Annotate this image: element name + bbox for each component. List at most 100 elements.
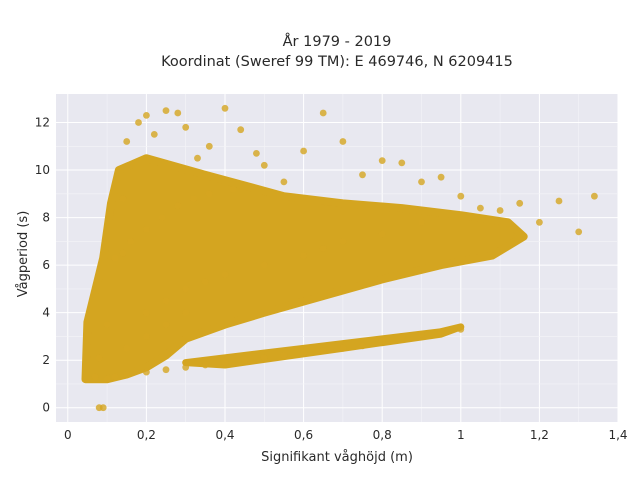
scatter-point bbox=[119, 249, 127, 257]
scatter-point bbox=[194, 154, 201, 162]
scatter-point bbox=[398, 159, 406, 167]
scatter-point bbox=[201, 278, 209, 286]
scatter-point bbox=[398, 333, 406, 340]
scatter-point bbox=[300, 349, 307, 357]
scatter-point bbox=[418, 218, 425, 226]
scatter-point bbox=[123, 344, 131, 352]
point-cloud-body bbox=[81, 154, 528, 384]
scatter-point bbox=[111, 373, 119, 381]
scatter-point bbox=[241, 356, 249, 364]
y-axis-ticks: 0 2 4 6 8 10 12 bbox=[35, 116, 50, 415]
scatter-point bbox=[418, 178, 425, 186]
scatter-point bbox=[182, 363, 190, 371]
scatter-point bbox=[437, 328, 445, 336]
y-tick-label: 12 bbox=[35, 116, 50, 130]
scatter-point bbox=[119, 195, 127, 203]
scatter-point bbox=[339, 138, 347, 145]
scatter-point bbox=[591, 192, 598, 200]
scatter-point bbox=[182, 309, 190, 317]
scatter-point bbox=[158, 214, 166, 222]
scatter-point bbox=[378, 230, 386, 238]
scatter-point bbox=[221, 359, 229, 366]
chart-title-line-2: Koordinat (Sweref 99 TM): E 469746, N 62… bbox=[161, 54, 513, 70]
scatter-point bbox=[123, 138, 131, 145]
scatter-point bbox=[91, 373, 99, 381]
y-tick-label: 0 bbox=[42, 401, 50, 415]
scatter-point bbox=[127, 238, 135, 245]
scatter-point bbox=[339, 344, 347, 352]
scatter-point bbox=[378, 337, 386, 345]
scatter-point bbox=[339, 238, 347, 245]
scatter-point bbox=[162, 366, 170, 374]
scatter-point bbox=[437, 173, 445, 181]
scatter-point bbox=[174, 202, 182, 210]
scatter-point bbox=[319, 347, 327, 355]
scatter-point bbox=[319, 109, 327, 117]
scatter-point bbox=[162, 321, 170, 328]
scatter-point bbox=[103, 375, 111, 383]
scatter-point bbox=[516, 199, 524, 207]
scatter-point bbox=[378, 157, 386, 165]
scatter-point bbox=[123, 371, 131, 378]
x-tick-label: 0,4 bbox=[215, 428, 234, 442]
y-tick-label: 8 bbox=[42, 211, 50, 225]
scatter-point bbox=[190, 195, 198, 203]
scatter-point bbox=[359, 171, 366, 179]
scatter-point bbox=[135, 119, 142, 126]
scatter-point bbox=[150, 131, 158, 138]
scatter-point bbox=[319, 245, 327, 252]
chart-title-line-1: År 1979 - 2019 bbox=[283, 33, 392, 50]
x-tick-label: 0 bbox=[64, 428, 72, 442]
scatter-point bbox=[143, 368, 150, 376]
scatter-point bbox=[457, 325, 465, 333]
x-axis-ticks: 0 0,2 0,4 0,6 0,8 1 1,2 1,4 bbox=[64, 428, 628, 442]
scatter-point bbox=[457, 192, 465, 200]
scatter-point bbox=[162, 107, 170, 114]
scatter-point bbox=[555, 197, 563, 205]
scatter-point bbox=[575, 228, 583, 236]
x-tick-label: 0,2 bbox=[137, 428, 156, 442]
scatter-point bbox=[205, 190, 213, 198]
y-tick-label: 6 bbox=[42, 258, 50, 272]
x-tick-label: 0,6 bbox=[294, 428, 313, 442]
scatter-point bbox=[280, 352, 288, 359]
scatter-point bbox=[143, 309, 150, 317]
scatter-point bbox=[280, 178, 288, 186]
y-tick-label: 2 bbox=[42, 353, 50, 367]
x-tick-label: 1 bbox=[457, 428, 465, 442]
scatter-point bbox=[143, 226, 150, 233]
chart-title-group: År 1979 - 2019 Koordinat (Sweref 99 TM):… bbox=[161, 33, 513, 70]
x-tick-label: 1,4 bbox=[608, 428, 627, 442]
scatter-point bbox=[237, 126, 245, 134]
x-tick-label: 0,8 bbox=[373, 428, 392, 442]
scatter-point bbox=[143, 112, 150, 119]
scatter-point bbox=[174, 109, 182, 117]
y-axis-title: Vågperiod (s) bbox=[16, 211, 31, 298]
scatter-point bbox=[162, 297, 170, 305]
scatter-point bbox=[111, 254, 119, 262]
x-axis-title: Signifikant våghöjd (m) bbox=[261, 450, 413, 465]
scatter-point bbox=[205, 142, 213, 150]
scatter-point bbox=[201, 361, 209, 369]
scatter-point bbox=[253, 150, 260, 157]
scatter-point bbox=[182, 285, 190, 293]
scatter-point bbox=[221, 271, 229, 278]
scatter-point bbox=[300, 147, 307, 155]
scatter-point bbox=[182, 123, 190, 131]
scatter-point bbox=[536, 218, 543, 226]
scatter-point bbox=[143, 333, 150, 340]
scatter-point bbox=[260, 354, 268, 362]
scatter-point bbox=[229, 185, 237, 193]
scatter-point bbox=[103, 321, 111, 328]
scatter-point bbox=[95, 354, 103, 362]
scatter-points bbox=[91, 104, 598, 412]
scatter-point bbox=[260, 161, 268, 169]
scatter-point bbox=[359, 342, 366, 350]
scatter-point bbox=[260, 261, 268, 269]
y-tick-label: 10 bbox=[35, 163, 50, 177]
scatter-point bbox=[300, 252, 307, 259]
scatter-point bbox=[99, 404, 107, 412]
scatter-point bbox=[496, 207, 504, 214]
